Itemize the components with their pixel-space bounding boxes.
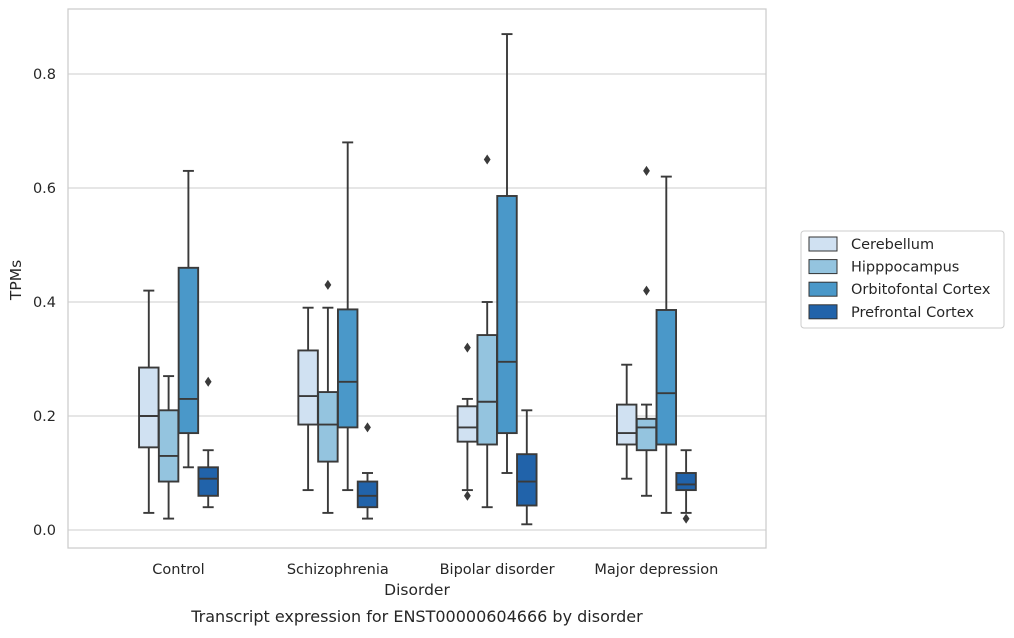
outlier-point [682, 513, 690, 524]
legend-frame [800, 230, 1005, 329]
x-axis-ticks: Control Schizophrenia Bipolar disorder Majo… [152, 562, 718, 578]
legend-item: Prefrontal Cortex [808, 304, 974, 321]
box-orbitofontal-cortex-1 [337, 141, 359, 492]
box-orbitofontal-cortex-3 [655, 175, 677, 514]
box-body [655, 309, 677, 446]
box-cerebellum-1 [297, 306, 319, 492]
box-body [496, 195, 518, 435]
box-orbitofontal-cortex-2 [496, 33, 518, 474]
box-orbitofontal-cortex-0 [177, 169, 200, 469]
box-body [297, 349, 319, 426]
legend-item: Hipppocampus [808, 259, 959, 276]
y-tick-label: 0.6 [33, 181, 56, 197]
legend-swatch [808, 259, 838, 275]
legend-label: Orbitofontal Cortex [851, 282, 991, 298]
plot-frame [67, 8, 767, 549]
box-body [138, 366, 160, 449]
outlier-point [204, 376, 212, 387]
box-body [157, 409, 180, 483]
box-body [456, 405, 479, 443]
outlier-point [464, 342, 471, 353]
box-cerebellum-2 [456, 342, 479, 501]
y-tick-label: 0.2 [33, 409, 56, 425]
box-hipppocampus-0 [157, 375, 180, 520]
y-axis-ticks: 0.0 0.2 0.4 0.6 0.8 [33, 67, 56, 539]
legend-swatch [808, 304, 838, 320]
box-body [675, 472, 697, 492]
legend: Cerebellum Hipppocampus Orbitofontal Corte… [800, 230, 1005, 329]
box-body [616, 403, 638, 446]
box-cerebellum-0 [138, 289, 160, 514]
legend-label: Hipppocampus [851, 260, 959, 276]
outlier-point [483, 154, 491, 165]
x-tick-label: Major depression [594, 562, 718, 578]
outlier-point [643, 165, 650, 176]
legend-swatch [808, 281, 838, 297]
y-tick-label: 0.8 [33, 67, 56, 83]
y-tick-label: 0.4 [33, 295, 56, 311]
outlier-point [324, 279, 332, 290]
legend-label: Cerebellum [851, 237, 934, 253]
box-body [197, 466, 219, 497]
outlier-point [464, 490, 471, 501]
box-plot-marks [138, 33, 697, 526]
box-prefrontal-cortex-3 [675, 449, 697, 524]
y-axis-label: TPMs [7, 260, 25, 301]
box-body [177, 266, 200, 435]
box-hipppocampus-1 [317, 279, 339, 514]
legend-swatch [808, 236, 838, 252]
box-hipppocampus-3 [635, 165, 658, 497]
legend-item: Orbitofontal Cortex [808, 281, 991, 298]
outlier-point [643, 285, 650, 296]
box-body [317, 391, 339, 463]
x-tick-label: Schizophrenia [287, 562, 389, 578]
box-prefrontal-cortex-1 [356, 422, 379, 520]
outlier-point [364, 422, 371, 433]
x-axis-label: Disorder [384, 581, 450, 599]
box-cerebellum-3 [616, 363, 638, 480]
box-body [635, 417, 658, 452]
x-tick-label: Control [152, 562, 204, 578]
box-hipppocampus-2 [476, 154, 498, 509]
box-body [337, 308, 359, 429]
box-prefrontal-cortex-2 [516, 409, 538, 526]
box-body [476, 334, 498, 446]
legend-label: Prefrontal Cortex [851, 305, 974, 321]
y-tick-label: 0.0 [33, 523, 56, 539]
box-prefrontal-cortex-0 [197, 376, 219, 509]
x-tick-label: Bipolar disorder [440, 562, 555, 578]
legend-item: Cerebellum [808, 236, 934, 253]
box-body [516, 453, 538, 507]
box-body [356, 480, 379, 509]
chart-caption: Transcript expression for ENST0000060466… [190, 607, 643, 626]
